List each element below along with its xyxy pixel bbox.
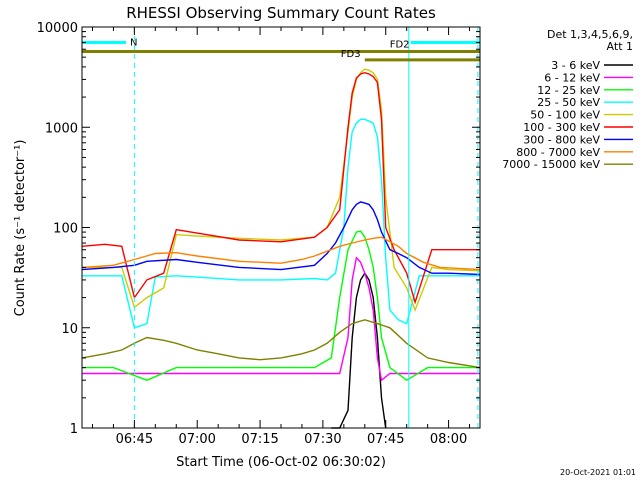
x-tick-label: 08:00 [430,432,467,447]
legend-entry-label: 800 - 7000 keV [516,146,600,159]
legend-entry-label: 3 - 6 keV [551,59,600,72]
plot-area [81,68,481,429]
x-tick-label: 06:45 [116,432,153,447]
legend-entry-label: 50 - 100 keV [530,109,600,122]
legend-entry-label: 300 - 800 keV [523,133,600,146]
series-line-1 [82,256,480,382]
series-line-6 [81,201,481,276]
annotation-layer: N FD2 FD3 [82,27,480,428]
footer-timestamp: 20-Oct-2021 01:01 [560,468,636,477]
y-axis-label: Count Rate (s⁻¹ detector⁻¹) [13,140,28,317]
legend-entry-label: 7000 - 15000 keV [502,158,600,171]
legend-entry-label: 25 - 50 keV [537,96,600,109]
series-line-8 [81,319,481,369]
x-tick-label: 07:00 [178,432,215,447]
y-tick-label: 1 [70,422,78,437]
axes-layer: 06:45 07:00 07:15 07:30 07:45 08:00 1 10 100 1000… [37,21,481,447]
x-tick-label: 07:30 [304,432,341,447]
chart-title: RHESSI Observing Summary Count Rates [126,4,436,22]
legend-entry-label: 6 - 12 keV [544,71,600,84]
series-line-0 [331,271,387,429]
legend-header: Att 1 [607,40,633,53]
y-tick-label: 1000 [45,121,78,136]
x-axis-label: Start Time (06-Oct-02 06:30:02) [176,455,386,470]
series-line-5 [81,71,480,305]
y-tick-label: 10 [61,322,78,337]
legend-entry-label: 12 - 25 keV [537,84,600,97]
annotation-label-3: FD3 [341,49,361,60]
annotation-label-2: FD2 [390,39,410,50]
x-tick-label: 07:15 [241,432,278,447]
y-tick-label: 100 [53,222,78,237]
y-tick-label: 10000 [37,21,78,36]
series-line-4 [82,68,481,313]
series-line-2 [82,230,480,382]
series-line-7 [81,236,481,271]
x-tick-label: 07:45 [367,432,404,447]
annotation-label-0: N [130,38,137,49]
legend-header: Det 1,3,4,5,6,9, [547,28,633,41]
legend-entry-label: 100 - 300 keV [523,121,600,134]
